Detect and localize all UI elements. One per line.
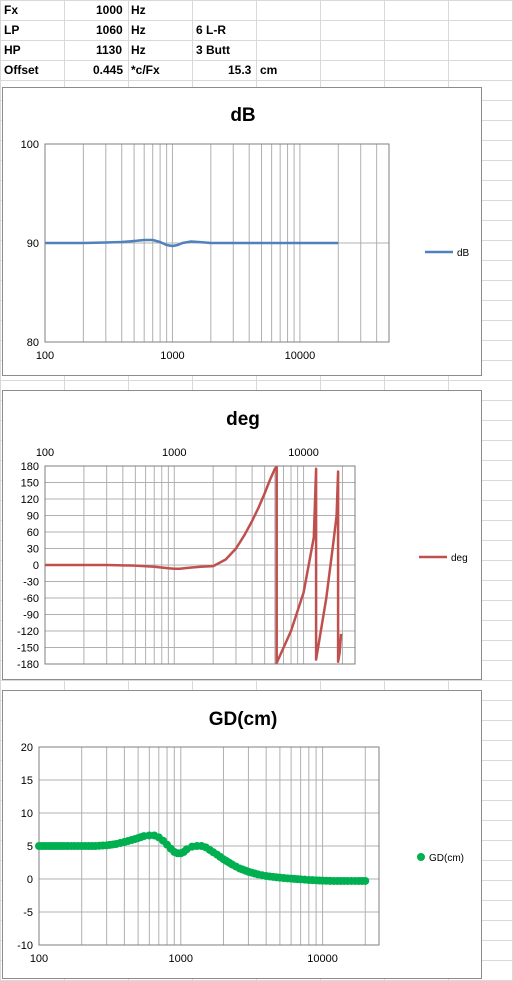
data-point (351, 876, 360, 885)
y-tick-label: 100 (21, 139, 39, 151)
data-point (272, 873, 281, 882)
phase-chart[interactable]: deg -180 -150 -120 -90 -60 -30 0 30 60 90 120 150 180… (2, 390, 482, 680)
data-point (231, 862, 240, 871)
data-point (308, 876, 317, 885)
cell-unit[interactable]: Hz (131, 43, 146, 57)
cell-unit[interactable]: *c/Fx (131, 63, 160, 77)
data-point (326, 876, 335, 885)
cell-value[interactable]: 1000 (96, 3, 123, 17)
y-tick-label: -60 (23, 593, 39, 605)
data-point (241, 866, 250, 875)
legend-marker (417, 853, 425, 861)
y-tick-label: -120 (17, 626, 39, 638)
data-point (216, 852, 225, 861)
cell-extra-value[interactable]: 15.3 (228, 63, 252, 77)
y-tick-label: 90 (27, 238, 39, 250)
y-tick-label: 120 (21, 494, 39, 506)
y-tick-label: -10 (17, 940, 33, 952)
cell-unit[interactable]: Hz (131, 23, 146, 37)
series-line (45, 238, 339, 248)
chart-title: dB (230, 105, 255, 126)
cell-label[interactable]: Fx (4, 3, 19, 17)
y-tick-label: -180 (17, 659, 39, 671)
cell-extra[interactable]: 6 L-R (196, 23, 226, 37)
x-tick-label: 10000 (307, 953, 338, 965)
group-delay-chart[interactable]: GD(cm) -10 -5 0 5 10 15 20 100 1000 10000 GD(cm) (2, 690, 482, 979)
series-line (45, 465, 343, 665)
data-point (293, 875, 302, 884)
data-point (116, 839, 125, 848)
legend-label: deg (451, 553, 468, 564)
cell-label[interactable]: Offset (4, 63, 39, 77)
chart-title: deg (226, 409, 260, 430)
cell-label[interactable]: LP (4, 23, 20, 37)
x-tick-label: 100 (36, 350, 54, 362)
data-point (123, 837, 132, 846)
y-tick-label: 20 (21, 742, 33, 754)
data-point (258, 871, 267, 880)
cell-extra[interactable]: 3 Butt (196, 43, 230, 57)
y-tick-label: 80 (27, 337, 39, 349)
data-point (358, 876, 367, 885)
data-point (340, 876, 349, 885)
y-tick-label: 5 (27, 841, 33, 853)
data-point (250, 869, 259, 878)
db-chart[interactable]: dB 80 90 100 100 1000 10000 dB (2, 87, 482, 376)
data-point (98, 841, 107, 850)
x-tick-label: 10000 (288, 447, 319, 459)
db-chart-svg: dB 80 90 100 100 1000 10000 dB (21, 105, 470, 362)
data-point (74, 842, 83, 850)
x-tick-label: 10000 (285, 350, 316, 362)
data-point (283, 874, 292, 883)
group-delay-chart-svg: GD(cm) -10 -5 0 5 10 15 20 100 1000 10000 GD(cm) (17, 709, 464, 965)
y-tick-label: 90 (27, 511, 39, 523)
x-tick-label: 1000 (162, 447, 186, 459)
cell-extra-unit[interactable]: cm (260, 63, 278, 77)
x-tick-label: 1000 (160, 350, 184, 362)
cell-unit[interactable]: Hz (131, 3, 146, 17)
legend-label: dB (457, 248, 470, 259)
x-tick-label: 1000 (169, 953, 193, 965)
y-tick-label: -5 (23, 907, 33, 919)
cell-value[interactable]: 1130 (96, 43, 123, 57)
cell-value[interactable]: 1060 (96, 23, 123, 37)
x-tick-label: 100 (36, 447, 54, 459)
data-point (315, 876, 324, 885)
data-point (130, 835, 139, 844)
y-tick-label: 30 (27, 544, 39, 556)
legend-label: GD(cm) (429, 853, 464, 864)
cell-label[interactable]: HP (4, 43, 21, 57)
phase-chart-svg: deg -180 -150 -120 -90 -60 -30 0 30 60 90 120 150 180… (17, 409, 468, 671)
data-point (209, 848, 218, 857)
chart-title: GD(cm) (209, 709, 278, 730)
data-point (137, 833, 146, 842)
data-point (108, 840, 117, 849)
y-tick-label: -30 (23, 577, 39, 589)
y-tick-label: -150 (17, 643, 39, 655)
data-point (300, 875, 309, 884)
y-tick-label: 0 (27, 874, 33, 886)
y-tick-label: 180 (21, 461, 39, 473)
y-tick-label: 150 (21, 478, 39, 490)
y-tick-label: 15 (21, 775, 33, 787)
y-tick-label: 0 (33, 560, 39, 572)
data-point (87, 842, 96, 850)
y-tick-label: 10 (21, 808, 33, 820)
cell-value[interactable]: 0.445 (93, 63, 124, 77)
data-point (56, 842, 65, 850)
y-tick-label: -90 (23, 610, 39, 622)
x-tick-label: 100 (30, 953, 48, 965)
y-tick-label: 60 (27, 527, 39, 539)
data-point (225, 858, 234, 867)
